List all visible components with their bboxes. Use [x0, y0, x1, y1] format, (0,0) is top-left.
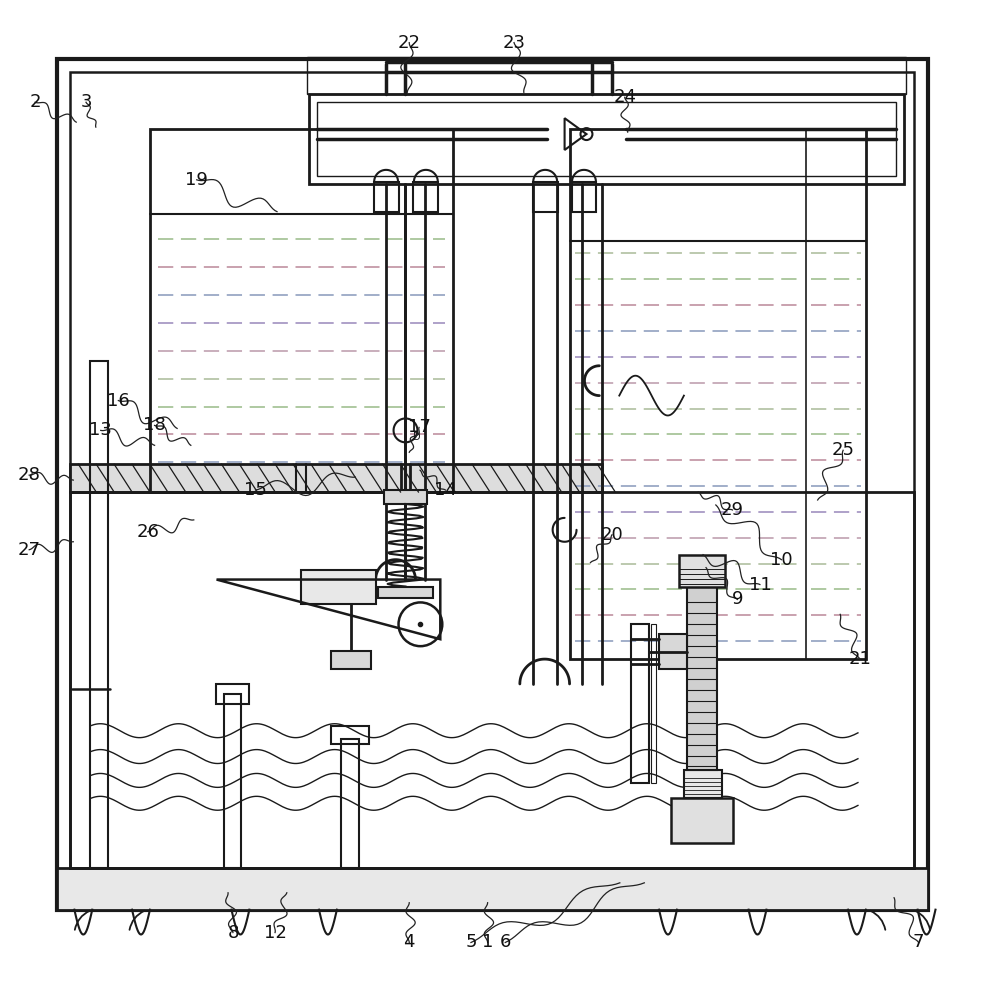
Text: 27: 27 [18, 541, 40, 559]
Bar [684, 770, 722, 798]
Text: 18: 18 [143, 416, 165, 434]
Bar [373, 182, 399, 212]
Text: 13: 13 [90, 421, 112, 439]
Text: 10: 10 [770, 551, 793, 569]
Bar [377, 587, 433, 598]
Bar [659, 634, 687, 669]
Bar [224, 694, 241, 868]
Text: 3: 3 [81, 93, 92, 111]
Bar [70, 492, 914, 868]
Bar [70, 72, 914, 868]
Text: 29: 29 [721, 501, 744, 519]
Text: 21: 21 [848, 650, 871, 668]
Text: 14: 14 [434, 481, 457, 499]
Text: 23: 23 [502, 34, 526, 52]
Text: 22: 22 [398, 34, 421, 52]
Text: 5: 5 [465, 933, 477, 951]
Bar [216, 684, 249, 704]
Bar [57, 868, 928, 910]
Text: 1: 1 [482, 933, 493, 951]
Bar [309, 94, 903, 184]
Text: D: D [414, 432, 421, 442]
Bar [91, 361, 108, 868]
Text: 12: 12 [264, 924, 287, 942]
Bar [687, 587, 717, 770]
Bar [679, 555, 725, 587]
Text: 24: 24 [614, 88, 636, 106]
Bar [631, 624, 649, 783]
Text: 6: 6 [499, 933, 511, 951]
Text: 20: 20 [601, 526, 624, 544]
Bar [533, 182, 558, 212]
Bar [57, 59, 928, 910]
Bar [671, 798, 733, 843]
Bar [331, 651, 370, 669]
Text: 25: 25 [831, 441, 855, 459]
Text: 4: 4 [404, 933, 415, 951]
Text: 2: 2 [30, 93, 40, 111]
Text: 11: 11 [749, 576, 771, 594]
Bar [383, 490, 427, 504]
Text: 9: 9 [732, 590, 743, 608]
Text: 19: 19 [185, 171, 208, 189]
Text: 16: 16 [107, 392, 130, 410]
Bar [150, 129, 453, 492]
Bar [301, 570, 375, 604]
Text: 28: 28 [18, 466, 40, 484]
Bar [571, 182, 596, 212]
Text: 26: 26 [136, 523, 160, 541]
Text: 8: 8 [228, 924, 238, 942]
Bar [341, 739, 359, 868]
Text: 17: 17 [408, 418, 430, 436]
Bar [307, 57, 905, 94]
Bar [317, 102, 895, 176]
Bar [331, 726, 368, 744]
Bar [569, 129, 866, 659]
Bar [651, 624, 656, 783]
Bar [70, 464, 603, 492]
Bar [414, 182, 438, 212]
Text: 15: 15 [244, 481, 267, 499]
Text: 7: 7 [913, 933, 924, 951]
